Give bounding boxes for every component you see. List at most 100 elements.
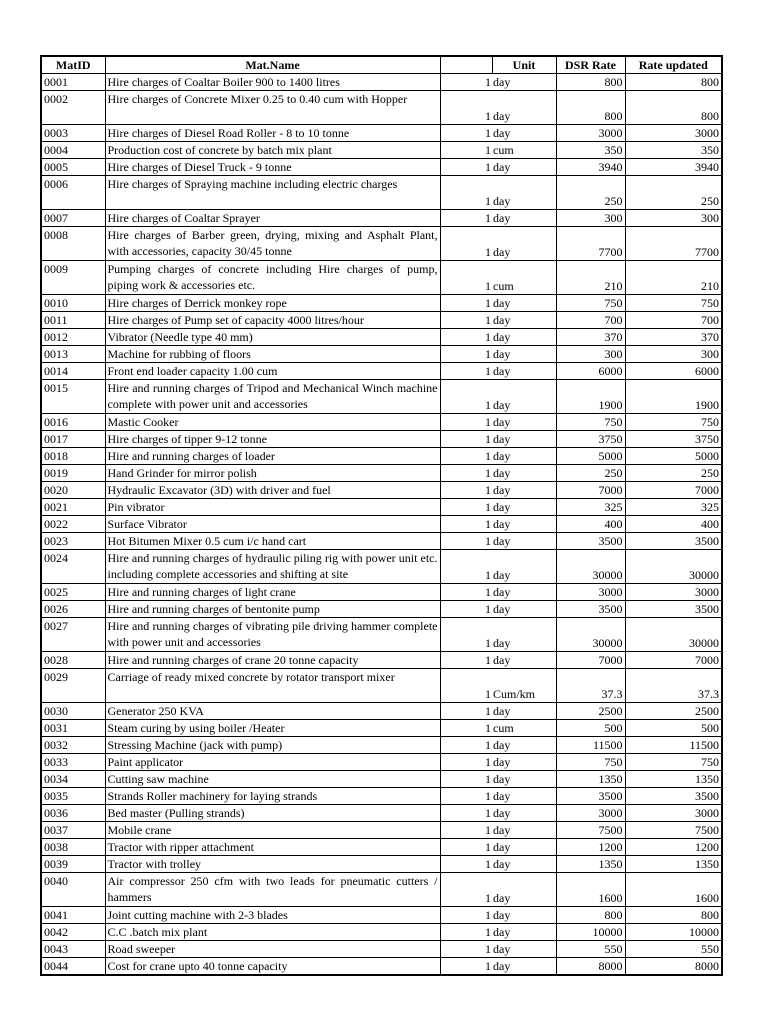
cell-mat-id: 0013 (40, 345, 106, 363)
cell-unit: day (492, 821, 557, 839)
cell-rate-updated: 300 (624, 345, 723, 363)
cell-unit: day (492, 753, 557, 771)
cell-unit: day (492, 345, 557, 363)
cell-unit: day (492, 413, 557, 431)
table-body: 0001 Hire charges of Coaltar Boiler 900 t… (40, 73, 723, 976)
cell-mat-name: Hire charges of Barber green, drying, mi… (104, 226, 441, 261)
cell-mat-name: Vibrator (Needle type 40 mm) (104, 328, 441, 346)
cell-mat-name: Hydraulic Excavator (3D) with driver and… (104, 481, 441, 499)
cell-mat-name: Hire charges of Pump set of capacity 400… (104, 311, 441, 329)
cell-dsr-rate: 3500 (555, 787, 626, 805)
cell-rate-updated: 370 (624, 328, 723, 346)
header-row: MatID Mat.Name Unit DSR Rate Rate update… (40, 55, 723, 74)
cell-mat-id: 0028 (40, 651, 106, 669)
cell-mat-name: Hot Bitumen Mixer 0.5 cum i/c hand cart (104, 532, 441, 550)
table-row: 0033 Paint applicator 1 day 750 750 (40, 753, 723, 771)
table-row: 0018 Hire and running charges of loader 1 d… (40, 447, 723, 465)
cell-rate-updated: 3500 (624, 532, 723, 550)
cell-mat-name: C.C .batch mix plant (104, 923, 441, 941)
cell-mat-name: Cutting saw machine (104, 770, 441, 788)
header-qty (439, 55, 493, 74)
table-row: 0043 Road sweeper 1 day 550 550 (40, 940, 723, 958)
cell-unit: day (492, 651, 557, 669)
cell-dsr-rate: 11500 (555, 736, 626, 754)
cell-mat-id: 0021 (40, 498, 106, 516)
table-row: 0017 Hire charges of tipper 9-12 tonne 1 da… (40, 430, 723, 448)
cell-quantity: 1 (439, 379, 492, 414)
table-row: 0029 Carriage of ready mixed concrete by … (40, 668, 723, 703)
cell-unit: day (492, 736, 557, 754)
cell-mat-name: Hire charges of Spraying machine includi… (104, 175, 441, 210)
cell-dsr-rate: 800 (555, 73, 626, 91)
cell-unit: day (492, 872, 557, 907)
cell-mat-id: 0035 (40, 787, 106, 805)
cell-quantity: 1 (439, 617, 492, 652)
table-row: 0027 Hire and running charges of vibratin… (40, 617, 723, 652)
cell-unit: day (492, 379, 557, 414)
cell-dsr-rate: 750 (555, 294, 626, 312)
cell-mat-id: 0043 (40, 940, 106, 958)
cell-dsr-rate: 1600 (555, 872, 626, 907)
cell-rate-updated: 3000 (624, 583, 723, 601)
cell-dsr-rate: 2500 (555, 702, 626, 720)
cell-quantity: 1 (439, 940, 492, 958)
cell-rate-updated: 30000 (624, 549, 723, 584)
cell-unit: day (492, 583, 557, 601)
materials-rate-table: MatID Mat.Name Unit DSR Rate Rate update… (40, 55, 723, 976)
cell-rate-updated: 210 (624, 260, 723, 295)
cell-mat-name: Hire charges of Diesel Truck - 9 tonne (104, 158, 441, 176)
cell-rate-updated: 400 (624, 515, 723, 533)
cell-quantity: 1 (439, 226, 492, 261)
cell-dsr-rate: 210 (555, 260, 626, 295)
cell-mat-id: 0009 (40, 260, 106, 295)
table-row: 0021 Pin vibrator 1 day 325 325 (40, 498, 723, 516)
cell-mat-id: 0010 (40, 294, 106, 312)
cell-quantity: 1 (439, 311, 492, 329)
cell-unit: day (492, 549, 557, 584)
cell-mat-name: Hire charges of tipper 9-12 tonne (104, 430, 441, 448)
cell-dsr-rate: 7500 (555, 821, 626, 839)
cell-mat-id: 0020 (40, 481, 106, 499)
cell-unit: day (492, 804, 557, 822)
cell-unit: day (492, 464, 557, 482)
cell-mat-id: 0025 (40, 583, 106, 601)
cell-rate-updated: 800 (624, 906, 723, 924)
cell-quantity: 1 (439, 549, 492, 584)
cell-rate-updated: 1600 (624, 872, 723, 907)
cell-mat-name: Production cost of concrete by batch mix… (104, 141, 441, 159)
cell-mat-id: 0031 (40, 719, 106, 737)
cell-mat-name: Air compressor 250 cfm with two leads fo… (104, 872, 441, 907)
cell-dsr-rate: 37.3 (555, 668, 626, 703)
cell-unit: day (492, 362, 557, 380)
table-row: 0041 Joint cutting machine with 2-3 blade… (40, 906, 723, 924)
cell-dsr-rate: 30000 (555, 617, 626, 652)
cell-mat-id: 0032 (40, 736, 106, 754)
cell-unit: day (492, 175, 557, 210)
cell-quantity: 1 (439, 481, 492, 499)
cell-quantity: 1 (439, 600, 492, 618)
table-row: 0039 Tractor with trolley 1 day 1350 1350 (40, 855, 723, 873)
cell-rate-updated: 11500 (624, 736, 723, 754)
cell-quantity: 1 (439, 906, 492, 924)
cell-quantity: 1 (439, 294, 492, 312)
table-row: 0006 Hire charges of Spraying machine inc… (40, 175, 723, 210)
cell-mat-name: Hire charges of Coaltar Sprayer (104, 209, 441, 227)
cell-quantity: 1 (439, 209, 492, 227)
cell-dsr-rate: 325 (555, 498, 626, 516)
cell-mat-id: 0015 (40, 379, 106, 414)
cell-dsr-rate: 500 (555, 719, 626, 737)
cell-quantity: 1 (439, 583, 492, 601)
table-row: 0007 Hire charges of Coaltar Sprayer 1 day 3… (40, 209, 723, 227)
cell-quantity: 1 (439, 804, 492, 822)
cell-quantity: 1 (439, 345, 492, 363)
table-row: 0009 Pumping charges of concrete includin… (40, 260, 723, 295)
cell-quantity: 1 (439, 957, 492, 976)
cell-mat-name: Hire and running charges of loader (104, 447, 441, 465)
cell-mat-name: Generator 250 KVA (104, 702, 441, 720)
cell-quantity: 1 (439, 464, 492, 482)
cell-mat-name: Hire charges of Concrete Mixer 0.25 to 0… (104, 90, 441, 125)
cell-dsr-rate: 550 (555, 940, 626, 958)
cell-mat-name: Hire charges of Coaltar Boiler 900 to 14… (104, 73, 441, 91)
table-row: 0014 Front end loader capacity 1.00 cum 1 d… (40, 362, 723, 380)
cell-quantity: 1 (439, 328, 492, 346)
